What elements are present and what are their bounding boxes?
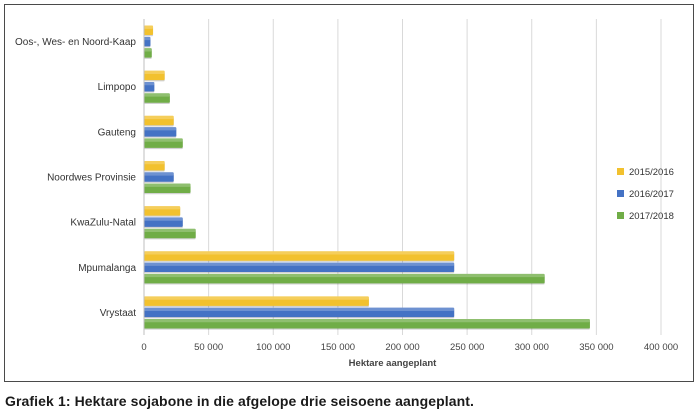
bar-highlight <box>144 138 183 142</box>
x-tick-label: 300 000 <box>515 342 549 353</box>
x-tick-label: 150 000 <box>321 342 355 353</box>
bar-highlight <box>144 25 154 29</box>
x-axis-title: Hektare aangeplant <box>349 358 437 369</box>
category-label: Limpopo <box>98 82 137 93</box>
category-label: Oos-, Wes- en Noord-Kaap <box>15 37 136 48</box>
category-label: Mpumalanga <box>78 263 136 274</box>
bar-highlight <box>144 81 155 86</box>
bar <box>144 25 154 36</box>
bar-highlight <box>144 318 590 323</box>
bar <box>144 81 155 92</box>
category-label: KwaZulu-Natal <box>70 218 136 229</box>
x-tick-label: 0 <box>141 342 146 353</box>
bar <box>144 93 170 103</box>
bar-highlight <box>144 127 177 131</box>
category-label: Noordwes Provinsie <box>47 173 136 184</box>
x-tick-label: 200 000 <box>385 342 419 353</box>
x-tick-label: 100 000 <box>256 342 290 353</box>
x-tick-label: 400 000 <box>644 342 678 353</box>
bar-highlight <box>144 93 170 97</box>
bar <box>144 296 369 306</box>
category-label: Gauteng <box>98 127 136 138</box>
figure-caption: Grafiek 1: Hektare sojabone in die afgel… <box>5 393 475 409</box>
bar-highlight <box>144 217 183 221</box>
legend-swatch <box>617 168 624 175</box>
legend-label: 2016/2017 <box>629 189 674 200</box>
x-tick-label: 250 000 <box>450 342 484 353</box>
bar-highlight <box>144 36 151 41</box>
bar-highlight <box>144 296 369 300</box>
bar <box>144 251 455 261</box>
bar-highlight <box>144 115 174 120</box>
x-tick-label: 350 000 <box>579 342 613 353</box>
bar <box>144 70 165 81</box>
x-tick-label: 50 000 <box>194 342 223 353</box>
bar <box>144 318 590 329</box>
bar-highlight <box>144 228 196 233</box>
bar <box>144 262 455 273</box>
bar-highlight <box>144 206 181 210</box>
bar <box>144 115 174 126</box>
bar <box>144 273 545 284</box>
bar <box>144 183 191 194</box>
bar-highlight <box>144 251 455 255</box>
bar-highlight <box>144 262 455 266</box>
bar <box>144 217 183 227</box>
bar <box>144 206 181 216</box>
bar-highlight <box>144 160 165 165</box>
bar <box>144 48 152 58</box>
bar <box>144 160 165 171</box>
bar <box>144 172 174 182</box>
bar <box>144 228 196 239</box>
bar-highlight <box>144 48 152 52</box>
legend-label: 2017/2018 <box>629 211 674 222</box>
legend-swatch <box>617 212 624 219</box>
chart-frame: 0 50 000 100 000 150 000 200 000 250 000 300 0… <box>4 4 694 382</box>
bar-highlight <box>144 172 174 176</box>
chart-svg: 0 50 000 100 000 150 000 200 000 250 000 300 0… <box>15 19 678 369</box>
bar-highlight <box>144 307 455 312</box>
bar <box>144 36 151 47</box>
category-label: Vrystaat <box>100 308 137 319</box>
bar <box>144 307 455 318</box>
legend-label: 2015/2016 <box>629 167 674 178</box>
bar-highlight <box>144 70 165 74</box>
bar-highlight <box>144 183 191 187</box>
bar <box>144 127 177 137</box>
bar <box>144 138 183 148</box>
legend-swatch <box>617 190 624 197</box>
bar-highlight <box>144 273 545 278</box>
